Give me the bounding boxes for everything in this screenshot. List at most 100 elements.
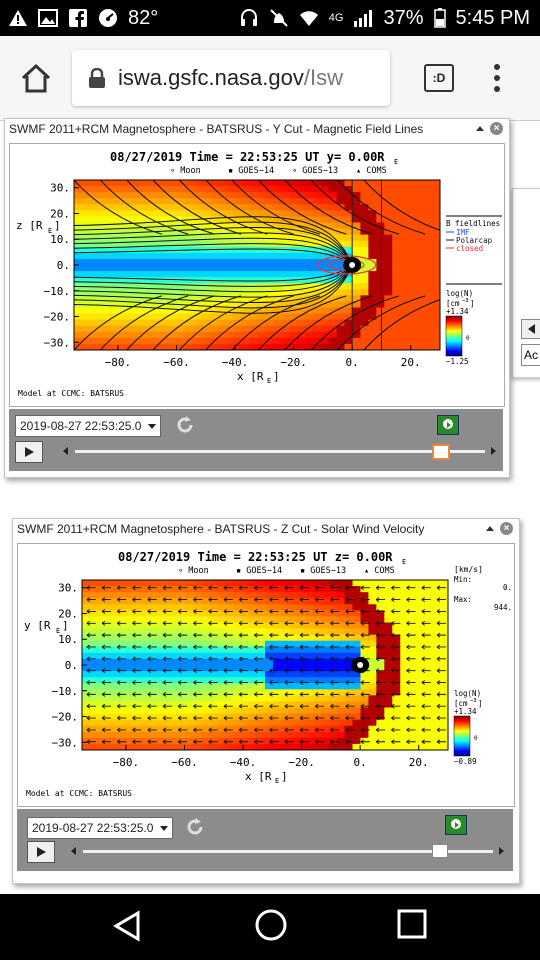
- y-tick-label: 0.: [57, 259, 70, 272]
- velocity-arrow: [299, 739, 309, 745]
- velocity-arrow: [269, 620, 279, 626]
- velocity-arrow: [284, 715, 294, 721]
- velocity-arrow: [238, 609, 249, 614]
- velocity-arrow: [299, 597, 309, 602]
- velocity-arrow: [284, 691, 294, 697]
- home-circle-icon[interactable]: [254, 908, 288, 942]
- velocity-arrow: [330, 715, 340, 721]
- datetime-select[interactable]: 2019-08-27 22:53:25.0: [15, 415, 161, 437]
- datetime-select[interactable]: 2019-08-27 22:53:25.0: [27, 817, 173, 839]
- velocity-arrow: [314, 585, 325, 591]
- velocity-arrow: [360, 715, 370, 721]
- velocity-arrow: [375, 609, 386, 614]
- side-panel-back-button[interactable]: [521, 319, 540, 339]
- density-field: [74, 180, 440, 350]
- velocity-arrow: [193, 620, 203, 626]
- velocity-arrow: [299, 656, 309, 662]
- velocity-arrow: [345, 715, 355, 721]
- velocity-arrow: [391, 644, 401, 650]
- satellite-legend-item: ▴ COMS: [364, 566, 395, 576]
- velocity-arrow: [436, 703, 446, 709]
- imf-line: [337, 180, 426, 235]
- field-line: [74, 237, 353, 266]
- y-tick-label: 30.: [58, 582, 78, 595]
- field-line: [74, 264, 353, 303]
- velocity-arrow: [314, 668, 325, 674]
- velocity-arrow: [345, 632, 355, 638]
- velocity-arrow: [345, 739, 355, 745]
- legend-label: Polarcap: [456, 236, 493, 245]
- recents-icon[interactable]: [396, 908, 428, 940]
- velocity-arrow: [132, 715, 142, 721]
- plot-frame: 08/27/2019 Time = 22:53:25 UT z= 0.00R E ∘…: [17, 543, 515, 807]
- magnetosphere-plot: 08/27/2019 Time = 22:53:25 UT y= 0.00R E ∘…: [16, 150, 502, 398]
- y-tick-label: 30.: [50, 182, 70, 195]
- velocity-arrow: [193, 739, 203, 745]
- velocity-arrow: [162, 715, 172, 721]
- movie-icon[interactable]: [445, 815, 467, 835]
- play-button[interactable]: [27, 841, 55, 863]
- play-button[interactable]: [15, 441, 43, 463]
- collapse-icon[interactable]: [476, 126, 484, 131]
- velocity-arrow: [254, 715, 264, 721]
- velocity-arrow: [132, 609, 142, 614]
- velocity-arrow: [406, 703, 416, 709]
- velocity-arrow: [132, 656, 142, 662]
- home-icon[interactable]: [20, 63, 52, 95]
- velocity-arrow: [116, 680, 127, 685]
- time-slider-track[interactable]: [83, 850, 493, 853]
- tab-switcher-button[interactable]: :D: [424, 64, 454, 92]
- velocity-arrow: [193, 703, 203, 709]
- close-icon[interactable]: ×: [490, 122, 503, 135]
- collapse-icon[interactable]: [486, 526, 494, 531]
- velocity-arrow: [269, 739, 279, 745]
- browser-toolbar: iswa.gsfc.nasa.gov/Isw :D: [0, 36, 540, 121]
- y-tick-label: −10.: [52, 685, 79, 698]
- min-value: 0.: [503, 583, 512, 592]
- velocity-arrow: [284, 727, 294, 733]
- velocity-arrow: [436, 609, 446, 614]
- velocity-arrow: [147, 585, 157, 591]
- wifi-icon: [299, 11, 318, 26]
- time-slider-track[interactable]: [75, 450, 485, 453]
- velocity-arrow: [132, 703, 142, 709]
- velocity-arrow: [314, 632, 325, 638]
- back-icon[interactable]: [112, 910, 142, 942]
- velocity-arrow: [269, 727, 279, 733]
- address-bar[interactable]: iswa.gsfc.nasa.gov/Isw: [72, 50, 390, 106]
- velocity-arrow: [254, 597, 264, 602]
- velocity-arrow: [238, 680, 249, 685]
- velocity-arrow: [238, 727, 249, 733]
- step-forward-icon[interactable]: [491, 447, 496, 455]
- velocity-arrow: [238, 739, 249, 745]
- y-axis-label-subscript: E: [56, 627, 60, 635]
- velocity-arrow: [375, 668, 386, 674]
- velocity-arrow: [254, 727, 264, 733]
- velocity-arrow: [101, 739, 112, 745]
- side-panel-select[interactable]: Ac: [521, 344, 540, 366]
- velocity-arrow: [330, 739, 340, 745]
- time-slider-thumb[interactable]: [431, 444, 450, 460]
- refresh-icon[interactable]: [175, 415, 195, 435]
- velocity-arrow: [147, 609, 157, 614]
- time-slider-thumb[interactable]: [431, 844, 448, 858]
- satellite-legend-item: ∘ Moon: [170, 166, 201, 176]
- velocity-arrow: [223, 585, 233, 591]
- x-tick-label: −40.: [230, 756, 256, 769]
- velocity-arrow: [375, 727, 386, 733]
- velocity-arrow: [269, 632, 279, 638]
- overflow-menu-icon[interactable]: [494, 64, 502, 94]
- x-tick-label: −20.: [280, 356, 307, 369]
- y-tick-label: −30.: [52, 736, 79, 749]
- step-back-icon[interactable]: [71, 847, 76, 855]
- close-icon[interactable]: ×: [500, 522, 513, 535]
- velocity-arrow: [360, 597, 370, 602]
- step-forward-icon[interactable]: [499, 847, 504, 855]
- colorbar-mid: 0: [466, 335, 470, 342]
- movie-icon[interactable]: [437, 415, 459, 435]
- velocity-arrow: [421, 632, 431, 638]
- velocity-arrow: [314, 691, 325, 697]
- y-tick-label: −30.: [44, 336, 71, 349]
- step-back-icon[interactable]: [63, 447, 68, 455]
- refresh-icon[interactable]: [185, 817, 205, 837]
